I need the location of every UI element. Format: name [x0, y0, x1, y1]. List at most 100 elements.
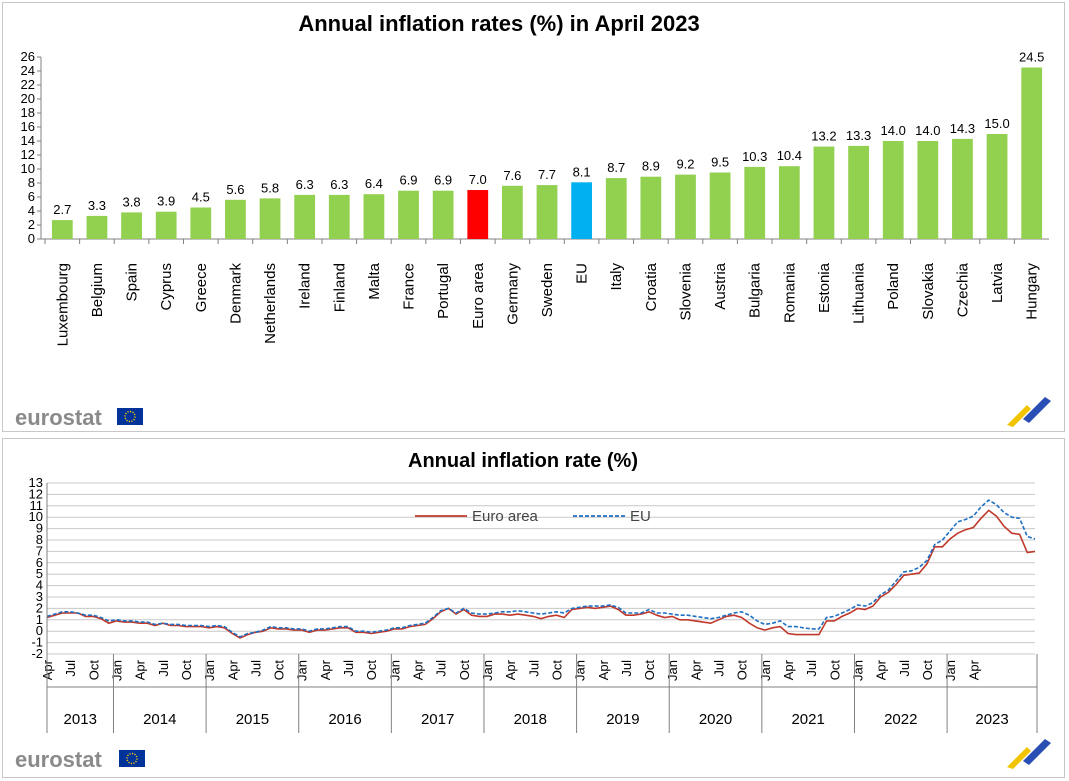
- bar: [86, 215, 108, 239]
- eu-flag-icon: [117, 408, 143, 425]
- bar: [986, 134, 1008, 239]
- bar-category-label: Euro area: [470, 262, 487, 329]
- y-tick-label: 5: [36, 566, 43, 581]
- x-tick-label: Oct: [86, 660, 101, 681]
- x-tick-label: Jul: [434, 660, 449, 677]
- bar-value-label: 8.7: [607, 160, 625, 175]
- bar-value-label: 6.4: [365, 176, 383, 191]
- bar-value-label: 14.0: [915, 123, 940, 138]
- y-tick-label: 8: [36, 532, 43, 547]
- legend-label: EU: [630, 508, 651, 525]
- bar-category-label: Netherlands: [262, 263, 279, 344]
- bar-value-label: 7.7: [538, 167, 556, 182]
- year-label: 2018: [514, 711, 547, 728]
- bar-category-label: Ireland: [297, 263, 314, 309]
- bar-category-label: Italy: [608, 263, 625, 291]
- bar-value-label: 7.0: [469, 172, 487, 187]
- bar: [917, 141, 939, 239]
- legend: Euro area EU: [415, 508, 651, 525]
- bar: [778, 166, 800, 239]
- line-chart-title: Annual inflation rate (%): [408, 450, 638, 472]
- y-tick-label: 12: [29, 486, 43, 501]
- y-tick-label: -2: [31, 646, 43, 661]
- bar: [155, 211, 177, 239]
- y-tick-label: 6: [28, 189, 35, 204]
- eurostat-swoosh-icon: [1007, 397, 1051, 427]
- y-tick-label: 12: [21, 147, 35, 162]
- x-tick-label: Jan: [850, 660, 865, 681]
- bar-chart-panel: Annual inflation rates (%) in April 2023…: [2, 2, 1065, 432]
- x-tick-label: Oct: [179, 660, 194, 681]
- bar-value-label: 14.3: [950, 121, 975, 136]
- bar-category-label: Hungary: [1024, 263, 1041, 320]
- bar-category-label: Slovakia: [920, 262, 937, 319]
- x-tick-label: Jul: [526, 660, 541, 677]
- eurostat-logo: eurostat: [15, 405, 143, 430]
- y-tick-label: 20: [21, 91, 35, 106]
- x-tick-label: Apr: [133, 659, 148, 680]
- bar-value-label: 8.9: [642, 159, 660, 174]
- bar-category-label: Denmark: [227, 263, 244, 324]
- eurostat-logo-text: eurostat: [15, 747, 102, 772]
- y-tick-label: 4: [28, 203, 35, 218]
- year-label: 2017: [421, 711, 454, 728]
- y-tick-label: 11: [30, 498, 44, 513]
- y-tick-label: 4: [36, 578, 43, 593]
- year-label: 2019: [606, 711, 639, 728]
- x-tick-label: Oct: [827, 660, 842, 681]
- bar-value-label: 7.6: [503, 168, 521, 183]
- year-label: 2021: [791, 711, 824, 728]
- x-tick-label: Jan: [665, 660, 680, 681]
- bar-value-label: 6.9: [434, 173, 452, 188]
- x-tick-label: Apr: [966, 659, 981, 680]
- bar-category-label: Belgium: [89, 263, 106, 317]
- legend-label: Euro area: [472, 508, 539, 525]
- bar: [813, 146, 835, 239]
- x-tick-label: Jul: [156, 660, 171, 677]
- x-tick-label: Oct: [642, 660, 657, 681]
- x-tick-label: Apr: [596, 659, 611, 680]
- x-tick-label: Oct: [272, 660, 287, 681]
- bar-category-label: Cyprus: [158, 263, 175, 311]
- bar: [536, 185, 558, 239]
- x-tick-label: Jul: [248, 660, 263, 677]
- bar-category-label: Austria: [712, 262, 729, 309]
- x-tick-label: Jan: [109, 660, 124, 681]
- x-tick-label: Jan: [758, 660, 773, 681]
- y-tick-label: 0: [36, 623, 43, 638]
- bar: [432, 190, 454, 239]
- bar: [848, 145, 869, 239]
- bar-category-label: Slovenia: [677, 262, 694, 320]
- bar-value-label: 10.4: [777, 148, 802, 163]
- x-tick-label: Jan: [202, 660, 217, 681]
- x-tick-label: Apr: [503, 659, 518, 680]
- x-tick-label: Jul: [897, 660, 912, 677]
- y-tick-label: 2: [36, 600, 43, 615]
- bar-value-label: 13.2: [811, 129, 836, 144]
- y-tick-label: 8: [28, 175, 35, 190]
- bar: [294, 194, 316, 239]
- bar-value-label: 6.3: [296, 177, 314, 192]
- bar-category-label: Croatia: [643, 262, 660, 311]
- year-label: 2020: [699, 711, 732, 728]
- y-tick-label: -1: [31, 635, 43, 650]
- bar-category-label: Latvia: [989, 262, 1006, 303]
- series-line-eu: [46, 499, 1036, 638]
- bar: [363, 194, 385, 239]
- eurostat-logo-text: eurostat: [15, 405, 102, 430]
- y-tick-label: 10: [29, 509, 43, 524]
- bar: [328, 194, 350, 239]
- bar-value-label: 6.3: [330, 177, 348, 192]
- bar-category-label: Estonia: [816, 262, 833, 313]
- bar: [190, 207, 212, 239]
- bar-category-label: Romania: [781, 262, 798, 323]
- bar: [225, 199, 246, 239]
- bar-value-label: 5.8: [261, 180, 279, 195]
- x-tick-label: Jan: [295, 660, 310, 681]
- bar-value-label: 3.8: [123, 194, 141, 209]
- x-tick-label: Oct: [549, 660, 564, 681]
- eu-flag-icon: [119, 750, 145, 767]
- y-tick-label: 9: [36, 521, 43, 536]
- x-tick-label: Jul: [63, 660, 78, 677]
- x-tick-label: Jan: [387, 660, 402, 681]
